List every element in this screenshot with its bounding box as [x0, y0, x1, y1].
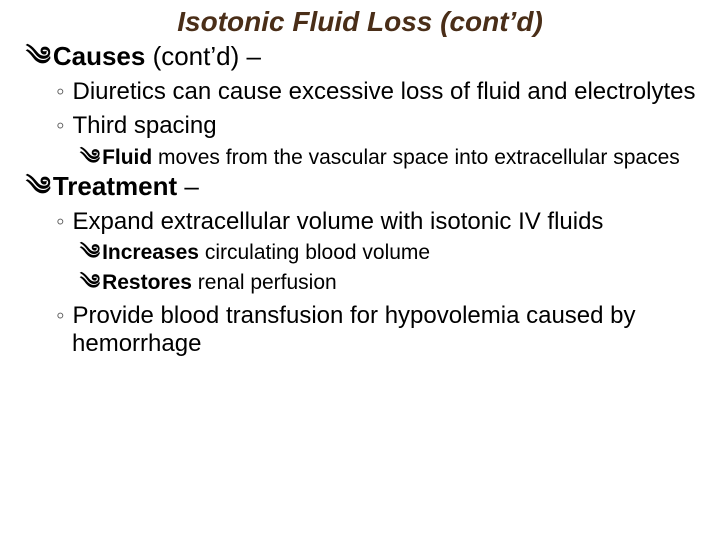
slide: Isotonic Fluid Loss (cont’d) ༄Causes (co… [0, 0, 720, 540]
bullet-lvl3-icon: ༄ [80, 145, 100, 169]
bullet-lvl3-icon: ༄ [80, 240, 100, 264]
bullet-third-spacing: ◦ Third spacing [56, 112, 700, 140]
heading-rest: (cont’d) – [145, 41, 261, 71]
heading-bold: Causes [53, 41, 146, 71]
subbullet-fluid-moves: ༄Fluid moves from the vascular space int… [80, 145, 700, 171]
bullet-text: Expand extracellular volume with isotoni… [73, 208, 604, 235]
sub-rest: circulating blood volume [199, 241, 430, 264]
bullet-lvl2-icon: ◦ [56, 112, 65, 139]
sub-bold: Restores [102, 271, 192, 294]
bullet-text: Diuretics can cause excessive loss of fl… [73, 78, 696, 105]
sub-rest: moves from the vascular space into extra… [152, 146, 680, 169]
bullet-text: Provide blood transfusion for hypovolemi… [72, 302, 636, 357]
section-heading-treatment: ༄Treatment – [26, 172, 700, 202]
bullet-lvl2-icon: ◦ [56, 302, 65, 329]
heading-bold: Treatment [53, 171, 177, 201]
bullet-expand-volume: ◦ Expand extracellular volume with isoton… [56, 208, 700, 236]
bullet-text: Third spacing [73, 112, 217, 139]
subbullet-increases: ༄Increases circulating blood volume [80, 240, 700, 266]
bullet-lvl3-icon: ༄ [80, 270, 100, 294]
bullet-lvl2-icon: ◦ [56, 208, 65, 235]
bullet-lvl2-icon: ◦ [56, 78, 65, 105]
sub-bold: Fluid [102, 146, 152, 169]
subbullet-restores: ༄Restores renal perfusion [80, 270, 700, 296]
page-title: Isotonic Fluid Loss (cont’d) [20, 6, 700, 38]
sub-bold: Increases [102, 241, 199, 264]
bullet-diuretics: ◦ Diuretics can cause excessive loss of f… [56, 78, 700, 106]
section-heading-causes: ༄Causes (cont’d) – [26, 42, 700, 72]
bullet-lvl1-icon: ༄ [26, 42, 51, 71]
bullet-lvl1-icon: ༄ [26, 172, 51, 201]
bullet-blood-transfusion: ◦ Provide blood transfusion for hypovolem… [56, 302, 700, 359]
sub-rest: renal perfusion [192, 271, 337, 294]
heading-rest: – [177, 171, 199, 201]
